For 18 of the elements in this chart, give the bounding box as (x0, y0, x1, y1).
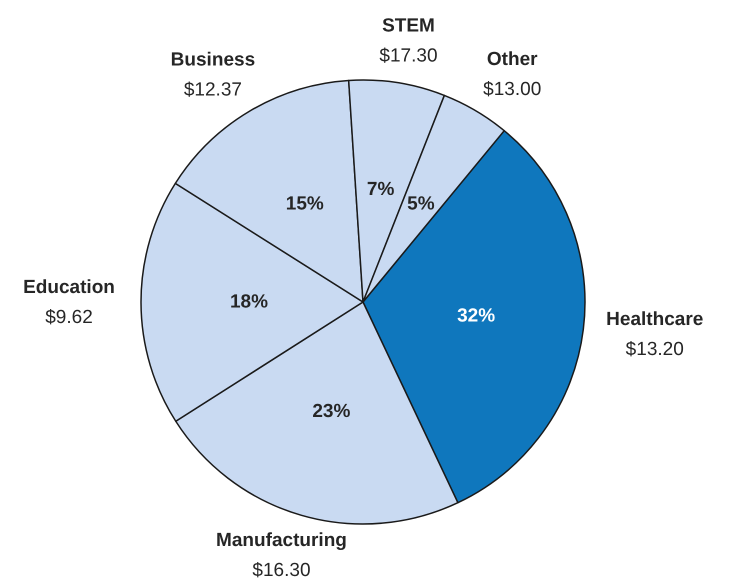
slice-label: Manufacturing (216, 530, 347, 552)
text: $12.37 (184, 80, 242, 100)
text: $16.30 (252, 560, 311, 582)
slice-label: Business (170, 50, 256, 70)
slice-label: Healthcare (606, 309, 704, 330)
data-label: 15% (286, 193, 324, 214)
data-label: 18% (230, 292, 268, 313)
slice-label: Other (486, 49, 538, 70)
text: $13.20 (626, 339, 684, 360)
text: $9.62 (45, 306, 93, 328)
slice-label: Education (23, 276, 115, 298)
data-label: 32% (457, 306, 496, 327)
text: $13.00 (483, 79, 542, 100)
slice-label: STEM (382, 16, 435, 37)
data-label: 7% (366, 178, 394, 200)
text: $17.30 (379, 46, 438, 67)
data-label: 5% (407, 193, 435, 214)
data-label: 23% (312, 401, 351, 422)
